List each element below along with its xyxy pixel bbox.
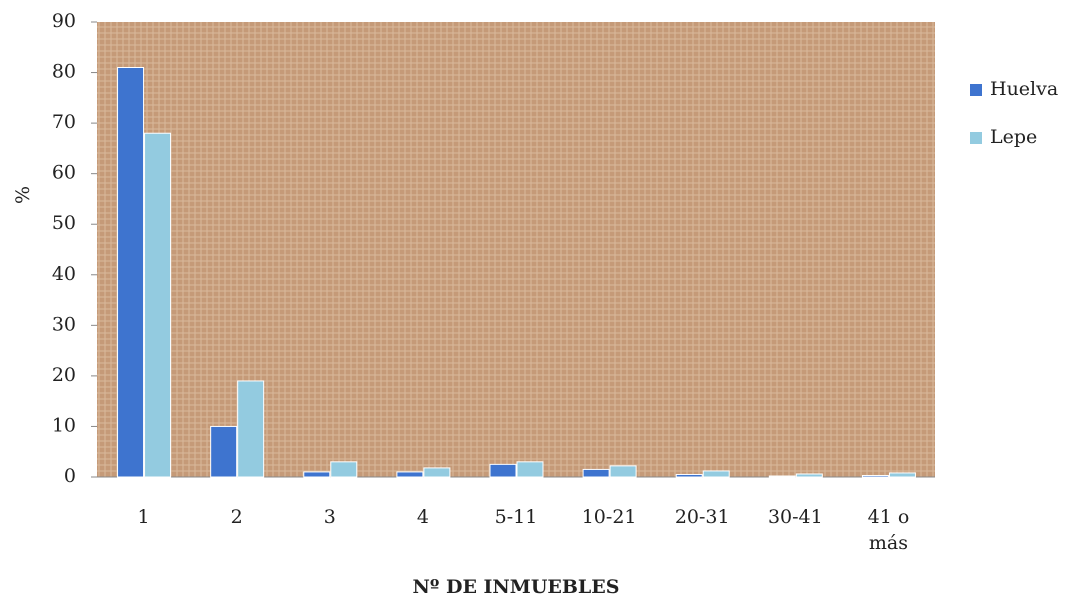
- bar: [675, 473, 703, 478]
- bar: [795, 473, 823, 478]
- bar: [489, 463, 517, 478]
- x-axis-label: Nº DE INMUEBLES: [412, 576, 619, 598]
- x-tick-label: 10-21: [581, 506, 637, 528]
- bar: [117, 67, 145, 478]
- bar: [423, 467, 451, 478]
- bar: [303, 471, 331, 478]
- y-tick-label: 30: [52, 313, 76, 335]
- x-tick-label: 5-11: [494, 506, 538, 528]
- legend-swatch: [970, 132, 982, 144]
- bar: [144, 132, 172, 478]
- bar: [861, 474, 889, 478]
- legend-label: Huelva: [990, 78, 1058, 100]
- x-tick-label: 20-31: [674, 506, 730, 528]
- bar: [396, 471, 424, 478]
- y-tick-label: 10: [52, 414, 76, 436]
- bar: [609, 465, 637, 478]
- y-tick-label: 20: [52, 364, 76, 386]
- y-axis-label: %: [12, 186, 34, 204]
- y-tick-label: 70: [52, 111, 76, 133]
- x-tick-label: 41 o más: [867, 506, 910, 554]
- y-tick-label: 0: [64, 465, 76, 487]
- bar: [768, 475, 796, 478]
- x-tick-label: 1: [137, 506, 150, 528]
- legend-label: Lepe: [990, 126, 1037, 148]
- x-tick-label: 2: [230, 506, 243, 528]
- y-tick-label: 80: [52, 61, 76, 83]
- x-tick-label: 4: [416, 506, 429, 528]
- y-tick-label: 60: [52, 162, 76, 184]
- y-tick-label: 50: [52, 212, 76, 234]
- bar: [330, 461, 358, 478]
- bar: [210, 425, 238, 478]
- bar: [237, 380, 265, 478]
- y-tick-label: 40: [52, 263, 76, 285]
- x-tick-label: 3: [323, 506, 336, 528]
- bar: [582, 468, 610, 478]
- y-tick-label: 90: [52, 10, 76, 32]
- legend-swatch: [970, 84, 982, 96]
- bar: [888, 472, 916, 478]
- x-tick-label: 30-41: [767, 506, 823, 528]
- plot-area: [97, 22, 935, 477]
- bar: [702, 470, 730, 478]
- bar: [516, 461, 544, 478]
